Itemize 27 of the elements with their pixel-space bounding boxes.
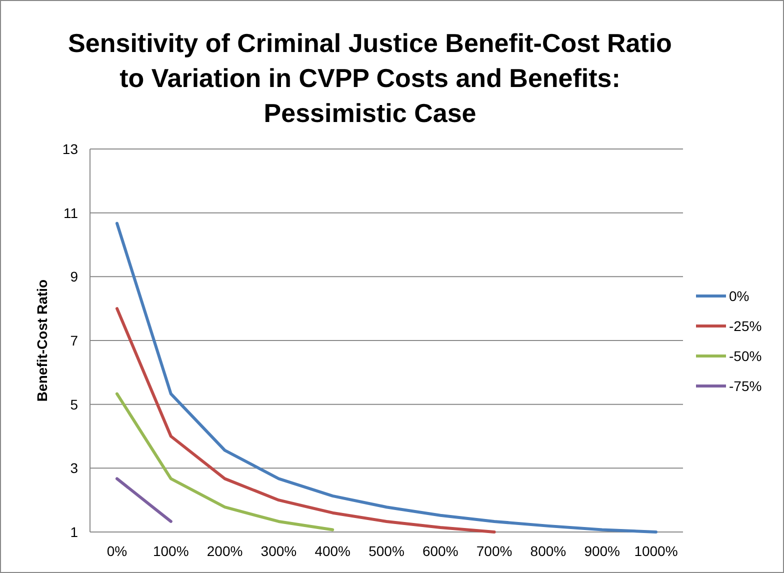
y-tick-label: 5 xyxy=(70,396,78,412)
x-tick-label: 600% xyxy=(422,543,458,559)
x-tick-label: 500% xyxy=(368,543,404,559)
x-tick-label: 300% xyxy=(260,543,297,559)
x-tick-label: 700% xyxy=(476,543,512,559)
x-tick-label: 900% xyxy=(584,543,620,559)
y-tick-label: 13 xyxy=(62,141,78,157)
y-tick-label: 3 xyxy=(70,460,78,476)
legend-label: -50% xyxy=(729,348,762,364)
legend-label: 0% xyxy=(729,288,750,304)
y-tick-label: 9 xyxy=(70,268,78,285)
x-tick-label: 800% xyxy=(530,543,566,559)
line-series xyxy=(116,307,496,534)
legend-label: -75% xyxy=(729,378,762,394)
x-tick-label: 1000% xyxy=(634,543,678,559)
x-tick-label: 0% xyxy=(106,543,128,559)
y-axis-title: Benefit-Cost Ratio xyxy=(34,279,50,402)
x-tick-label: 200% xyxy=(206,543,243,559)
x-tick-label: 100% xyxy=(152,543,189,559)
x-tick-label: 400% xyxy=(314,543,351,559)
chart-title: Sensitivity of Criminal Justice Benefit-Cost Ratio to Variation in CVPP Costs and Benefits: Pessimistic Case xyxy=(68,28,672,128)
y-tick-label: 1 xyxy=(70,524,78,540)
legend-label: -25% xyxy=(729,318,762,334)
line-series xyxy=(116,392,334,532)
y-tick-label: 11 xyxy=(63,204,78,221)
line-series xyxy=(116,222,658,534)
y-tick-label: 7 xyxy=(70,332,78,348)
